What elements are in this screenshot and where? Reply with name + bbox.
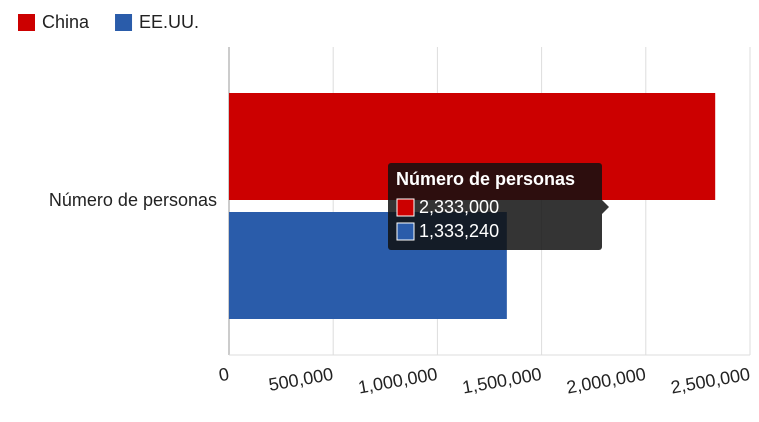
legend-label: China [42, 12, 90, 32]
tooltip: Número de personas 2,333,000 1,333,240 [388, 163, 609, 250]
y-tick-label: Número de personas [49, 190, 217, 210]
tooltip-swatch [396, 198, 415, 217]
legend-swatch [115, 14, 133, 31]
tooltip-box [388, 163, 602, 250]
tooltip-value: 2,333,000 [419, 197, 499, 217]
tooltip-value: 1,333,240 [419, 221, 499, 241]
x-tick-label: 1,500,000 [461, 364, 543, 398]
tooltip-title: Número de personas [396, 169, 575, 189]
x-tick-label: 1,000,000 [357, 364, 439, 398]
tooltip-arrow [602, 200, 609, 214]
legend-swatch [18, 14, 35, 31]
x-tick-label: 2,000,000 [565, 364, 647, 398]
x-tick-label: 500,000 [267, 364, 335, 395]
legend-label: EE.UU. [139, 12, 199, 32]
x-tick-label: 2,500,000 [669, 364, 751, 398]
tooltip-swatch [396, 222, 415, 241]
x-tick-label: 0 [217, 364, 230, 385]
